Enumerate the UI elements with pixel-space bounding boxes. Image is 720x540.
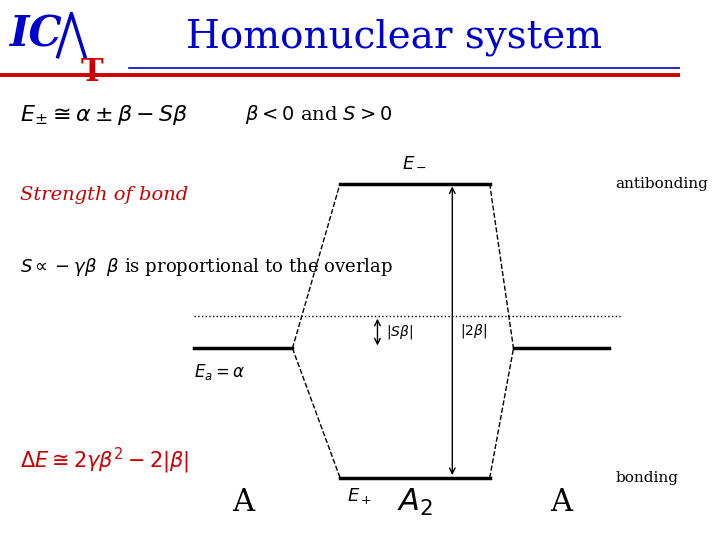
Text: $\beta < 0$ and $S > 0$: $\beta < 0$ and $S > 0$	[245, 103, 392, 126]
Text: $|S\beta|$: $|S\beta|$	[386, 323, 413, 341]
Text: $S \propto -\gamma\beta$  $\beta$ is proportional to the overlap: $S \propto -\gamma\beta$ $\beta$ is prop…	[20, 256, 393, 279]
Text: $|2\beta|$: $|2\beta|$	[461, 322, 487, 340]
Text: $E_+$: $E_+$	[347, 486, 372, 506]
Text: $\Delta E \cong 2\gamma\beta^2 - 2|\beta|$: $\Delta E \cong 2\gamma\beta^2 - 2|\beta…	[20, 446, 189, 476]
Text: Homonuclear system: Homonuclear system	[186, 19, 603, 56]
Text: $E_{\pm} \cong \alpha \pm \beta - S\beta$: $E_{\pm} \cong \alpha \pm \beta - S\beta…	[20, 103, 189, 126]
Text: $E_-$: $E_-$	[402, 152, 428, 170]
Text: antibonding: antibonding	[616, 177, 708, 191]
Text: $A_2$: $A_2$	[397, 487, 433, 518]
Text: IC: IC	[10, 14, 63, 56]
Text: bonding: bonding	[616, 471, 678, 485]
Text: A: A	[550, 488, 572, 518]
Text: T: T	[80, 57, 103, 87]
Text: $E_a = \alpha$: $E_a = \alpha$	[194, 362, 245, 382]
Text: Strength of bond: Strength of bond	[20, 186, 189, 204]
Text: A: A	[232, 488, 254, 518]
